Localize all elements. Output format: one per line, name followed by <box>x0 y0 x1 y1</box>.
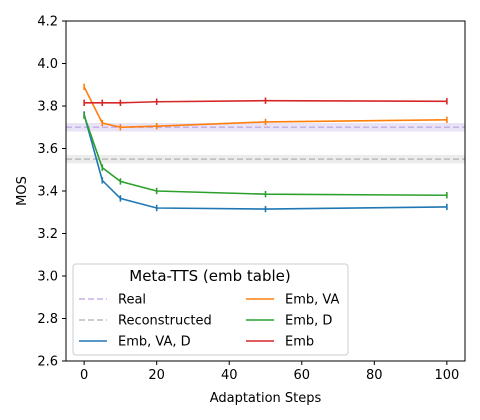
x-tick-label: 60 <box>293 368 310 383</box>
legend-label: Real <box>118 293 146 308</box>
legend-label: Emb, VA, D <box>118 335 191 350</box>
x-tick-label: 20 <box>148 368 165 383</box>
y-tick-label: 3.8 <box>37 100 58 115</box>
y-tick-label: 3.2 <box>37 227 58 242</box>
x-tick-label: 40 <box>221 368 238 383</box>
reference-lines <box>66 126 465 160</box>
legend-label: Emb, VA <box>285 293 339 308</box>
series-line-2 <box>83 115 447 197</box>
y-tick-label: 3.6 <box>37 142 58 157</box>
x-tick-label: 0 <box>80 368 88 383</box>
legend-label: Reconstructed <box>118 314 212 329</box>
y-tick-label: 4.2 <box>37 15 58 30</box>
legend-box <box>72 263 349 356</box>
y-axis-ticks: 2.6 2.8 3.0 3.2 3.4 3.6 3.8 4.0 4.2 <box>37 15 66 370</box>
y-tick-label: 3.4 <box>37 185 58 200</box>
y-axis-label: MOS <box>15 176 30 206</box>
y-tick-label: 3.0 <box>37 270 58 285</box>
y-tick-label: 2.8 <box>37 312 58 327</box>
y-tick-label: 2.6 <box>37 355 58 370</box>
legend-entries: Real Reconstructed Emb, VA, D Emb, VA Emb, D… <box>79 293 339 350</box>
data-series <box>83 83 448 213</box>
reference-bands <box>66 123 465 164</box>
series-line-1 <box>83 86 447 129</box>
legend-title: Meta-TTS (emb table) <box>129 267 290 285</box>
x-tick-label: 80 <box>366 368 383 383</box>
series-line-3 <box>84 99 447 104</box>
legend-label: Emb, D <box>285 314 332 329</box>
y-tick-label: 4.0 <box>37 57 58 72</box>
legend: Meta-TTS (emb table) Real Reconstructed Em… <box>72 263 349 356</box>
series-line-0 <box>83 114 447 210</box>
legend-label: Emb <box>285 335 314 350</box>
x-axis-label: Adaptation Steps <box>210 391 322 406</box>
x-axis-ticks: 0 20 40 60 80 100 <box>80 361 459 383</box>
x-tick-label: 100 <box>434 368 459 383</box>
